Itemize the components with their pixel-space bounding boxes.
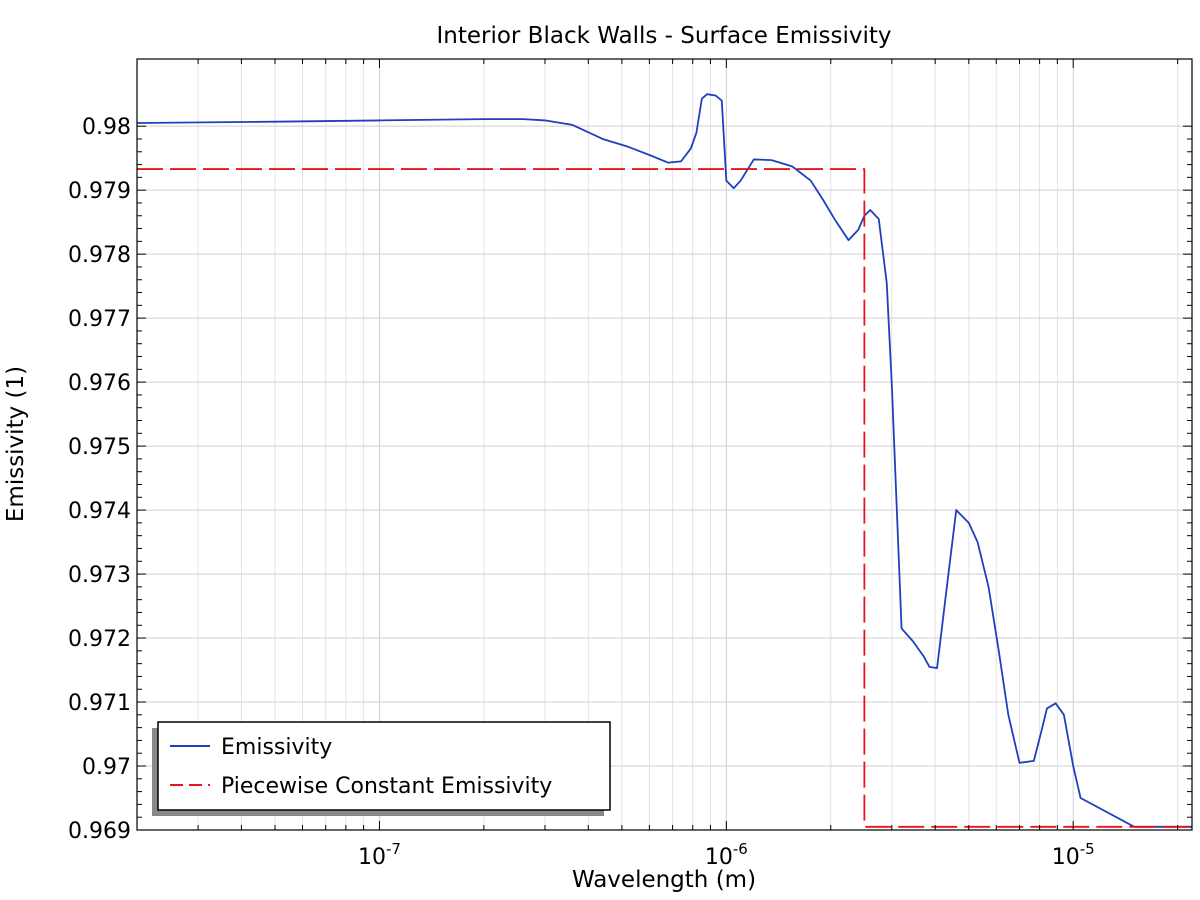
y-tick-label: 0.976 (68, 371, 131, 396)
y-tick-label: 0.975 (68, 435, 131, 460)
y-tick-label: 0.974 (68, 499, 131, 524)
y-axis-label: Emissivity (1) (3, 366, 29, 522)
x-tick-label: 10-7 (358, 840, 401, 870)
x-tick-labels: 10-7 10-6 10-5 (358, 840, 1095, 870)
y-tick-label: 0.978 (68, 243, 131, 268)
y-tick-label: 0.977 (68, 307, 131, 332)
plot-frame (136, 58, 1193, 831)
y-tick-label: 0.973 (68, 563, 131, 588)
series-line-piecewise (137, 168, 1192, 828)
legend-box (157, 721, 611, 811)
chart-title: Interior Black Walls - Surface Emissivit… (436, 23, 891, 49)
y-tick-label: 0.972 (68, 627, 131, 652)
grid-lines (136, 59, 1192, 831)
y-tick-label: 0.971 (68, 691, 131, 716)
y-tick-label: 0.98 (82, 115, 131, 140)
legend-label-emissivity: Emissivity (221, 735, 332, 760)
x-tick-label: 10-6 (705, 840, 748, 870)
axis-ticks (136, 59, 1192, 831)
legend: Emissivity Piecewise Constant Emissivity (152, 721, 611, 816)
x-axis-label: Wavelength (m) (572, 867, 756, 893)
series-lines (136, 93, 1192, 828)
legend-label-piecewise: Piecewise Constant Emissivity (221, 774, 552, 799)
y-tick-labels: 0.969 0.97 0.971 0.972 0.973 0.974 0.975 0.976 0… (68, 115, 131, 844)
series-line-emissivity (136, 93, 1192, 828)
y-tick-label: 0.97 (82, 755, 131, 780)
x-tick-label: 10-5 (1052, 840, 1095, 870)
y-tick-label: 0.969 (68, 819, 131, 844)
y-tick-label: 0.979 (68, 179, 131, 204)
